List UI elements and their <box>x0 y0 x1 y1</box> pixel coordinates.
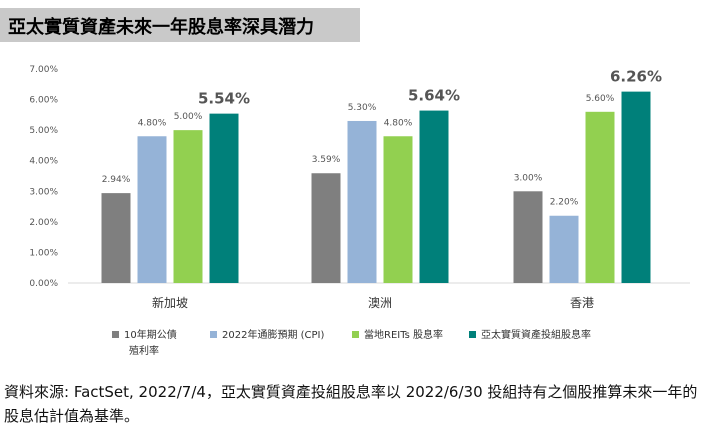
y-tick-label: 1.00% <box>29 248 58 258</box>
bar <box>513 191 543 283</box>
data-label: 2.20% <box>550 198 579 208</box>
bar <box>173 130 203 283</box>
bar <box>419 110 449 283</box>
legend-swatch-teal <box>469 331 476 338</box>
legend-label-portfolio: 亞太實質資產投組股息率 <box>481 330 591 341</box>
bar <box>585 111 615 283</box>
legend-item-bond-yield: 10年期公債 殖利率 <box>112 326 177 357</box>
legend-label-bond-yield-line2: 殖利率 <box>129 346 159 357</box>
legend-label-cpi: 2022年通膨預期 (CPI) <box>222 330 325 341</box>
legend-swatch-green <box>352 331 359 338</box>
legend-label-reits: 當地REITs 股息率 <box>364 330 444 341</box>
y-tick-label: 7.00% <box>29 65 58 75</box>
data-label: 5.60% <box>586 94 615 104</box>
bar <box>347 120 377 283</box>
data-label: 4.80% <box>138 118 167 128</box>
legend-swatch-blue <box>210 331 217 338</box>
legend-item-portfolio: 亞太實質資產投組股息率 <box>469 326 591 341</box>
bar <box>621 91 651 283</box>
legend-item-reits: 當地REITs 股息率 <box>352 326 443 341</box>
bar <box>137 136 167 283</box>
bar <box>549 215 579 283</box>
legend-swatch-grey <box>112 331 119 338</box>
y-tick-label: 2.00% <box>29 218 58 228</box>
title-bar: 亞太實質資產未來一年股息率深具潛力 <box>0 8 360 42</box>
source-note: 資料來源: FactSet, 2022/7/4，亞太實質資產投組股息率以 202… <box>4 383 698 425</box>
data-label: 3.59% <box>312 155 341 165</box>
legend-label-bond-yield: 10年期公債 <box>124 330 177 341</box>
legend-item-cpi: 2022年通膨預期 (CPI) <box>210 326 324 341</box>
data-label: 5.00% <box>174 112 203 122</box>
data-label: 5.54% <box>198 90 250 108</box>
data-label: 2.94% <box>102 175 131 185</box>
data-label: 4.80% <box>384 118 413 128</box>
data-label: 6.26% <box>610 68 662 86</box>
bar-chart: 0.00% 1.00% 2.00% 3.00% 4.00% 5.00% 6.00% 7.00%… <box>29 65 690 310</box>
data-label: 5.64% <box>408 87 460 105</box>
bar <box>101 193 131 283</box>
data-label: 3.00% <box>514 173 543 183</box>
y-tick-label: 5.00% <box>29 126 58 136</box>
bar <box>383 136 413 283</box>
bar <box>209 113 239 284</box>
category-label: 香港 <box>570 296 594 310</box>
legend: 10年期公債 殖利率 2022年通膨預期 (CPI) 當地REITs 股息率 亞… <box>112 326 672 362</box>
y-tick-label: 3.00% <box>29 187 58 197</box>
category-label: 新加坡 <box>152 295 188 310</box>
y-tick-label: 4.00% <box>29 157 58 167</box>
y-tick-label: 6.00% <box>29 96 58 106</box>
bar <box>311 173 341 283</box>
y-tick-label: 0.00% <box>29 279 58 289</box>
page-title: 亞太實質資產未來一年股息率深具潛力 <box>8 17 314 38</box>
data-label: 5.30% <box>348 103 377 113</box>
category-label: 澳洲 <box>368 296 392 310</box>
